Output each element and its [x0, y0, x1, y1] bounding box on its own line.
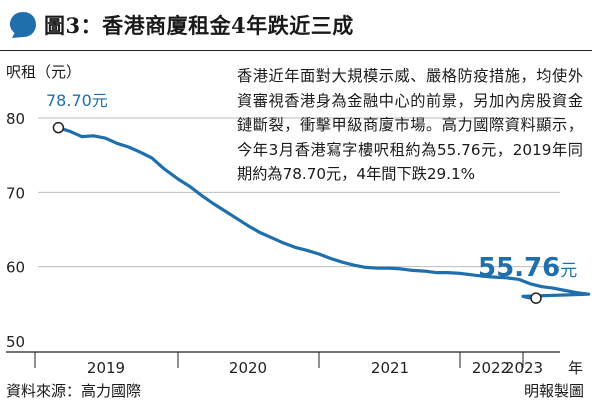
y-tick-label: 70: [6, 184, 25, 202]
end-value-unit: 元: [560, 261, 577, 281]
start-point-marker: [52, 121, 65, 134]
y-tick-label: 80: [6, 110, 25, 128]
x-tick-label: 2020: [229, 359, 267, 377]
x-tick-label: 2019: [87, 359, 125, 377]
series-line: [56, 126, 591, 300]
title-row: 圖3：香港商廈租金4年跌近三成: [8, 7, 354, 43]
end-point-marker: [530, 292, 542, 304]
chart-title: 圖3：香港商廈租金4年跌近三成: [44, 13, 354, 38]
x-axis-unit-label: 年: [568, 359, 583, 377]
title-divider: [0, 50, 592, 51]
x-tick-label: 2023: [505, 359, 543, 377]
x-tick-label: 2021: [371, 359, 409, 377]
source-note: 資料來源：高力國際: [6, 382, 142, 400]
y-tick-label: 60: [6, 259, 25, 277]
chart-description: 香港近年面對大規模示威、嚴格防疫措施，均使外資審視香港身為金融中心的前景，另加內…: [237, 67, 583, 183]
y-axis-label: 呎租（元）: [6, 63, 82, 81]
speech-bubble-icon: [10, 12, 36, 38]
start-value-label: 78.70元: [46, 91, 108, 110]
end-value-number: 55.76: [478, 253, 560, 283]
credit-note: 明報製圖: [523, 382, 584, 400]
y-tick-label: 50: [6, 333, 25, 351]
end-value-label: 55.76元: [478, 253, 577, 283]
x-tick-label: 2022: [472, 359, 510, 377]
